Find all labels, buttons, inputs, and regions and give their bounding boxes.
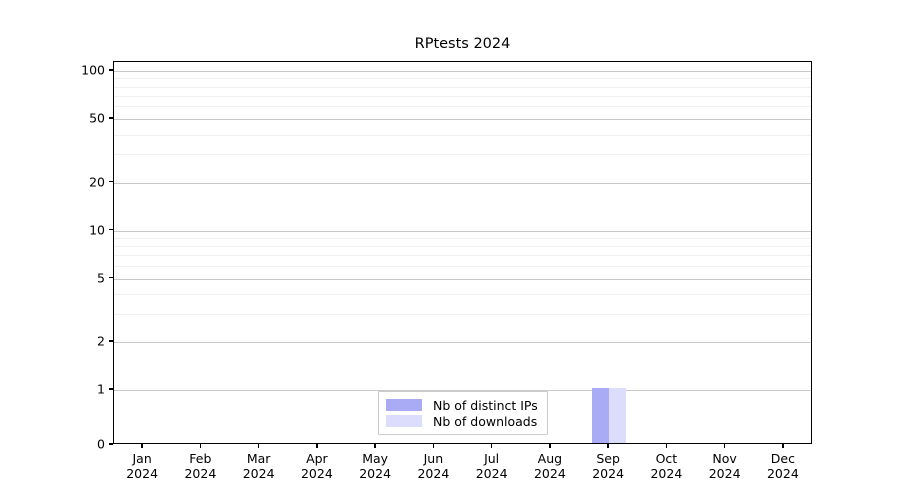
gridline-minor: [114, 86, 811, 88]
x-axis-tick-label: Aug 2024: [534, 451, 566, 481]
y-axis-tick-label: 10: [89, 222, 105, 237]
gridline-minor: [114, 294, 811, 295]
gridline-major: [114, 390, 811, 391]
legend-entry[interactable]: Nb of distinct IPs: [386, 397, 538, 413]
gridline-major: [114, 71, 811, 72]
x-axis-tick-label-line: 2024: [766, 466, 799, 481]
gridline-minor: [114, 134, 811, 136]
x-axis-tick-label-line: Feb: [189, 451, 212, 466]
x-axis-tick-label-line: Sep: [596, 451, 620, 466]
y-axis-tick-labels: 100 50 20 10 5 2 1 0: [62, 61, 105, 452]
y-axis-tick-label: 100: [81, 62, 105, 78]
x-axis-tick-label-line: Nov: [712, 451, 737, 466]
x-axis-tick-label-line: 2024: [475, 466, 508, 481]
x-axis-tick-mark: [607, 444, 609, 448]
x-axis-tick-label-line: 2024: [126, 466, 159, 481]
legend-entry[interactable]: Nb of downloads: [386, 413, 538, 429]
gridline-major: [114, 182, 811, 184]
y-axis-tick-label: 1: [97, 381, 105, 397]
y-axis-tick-mark: [109, 276, 113, 279]
x-axis-tick-label-line: Jan: [132, 451, 152, 466]
legend-swatch-icon: [386, 399, 422, 411]
x-axis-tick-mark: [490, 444, 493, 448]
x-axis-ticks: Jan 2024 Feb 2024 Mar 2024 Apr 2024 May 2024 Jun 20…: [113, 444, 812, 494]
gridline-minor: [114, 95, 811, 97]
x-axis-tick-label: Apr 2024: [301, 451, 333, 481]
x-axis-tick-label-line: 2024: [533, 466, 566, 481]
x-axis-tick-label-line: 2024: [242, 466, 275, 481]
x-axis-tick-label-line: 2024: [359, 466, 392, 481]
gridline-minor: [114, 265, 811, 267]
x-axis-tick-label: Jun 2024: [417, 451, 449, 481]
x-axis-tick-label-line: Jul: [484, 451, 500, 466]
y-axis-tick-marks: [109, 61, 113, 445]
gridline-minor: [114, 237, 811, 239]
x-axis-tick-label: May 2024: [359, 451, 391, 481]
gridline-minor: [114, 313, 811, 315]
y-axis-tick-label: 5: [97, 270, 105, 285]
legend-label: Nb of distinct IPs: [433, 397, 538, 413]
y-axis-tick-label: 20: [89, 174, 105, 189]
x-axis-tick-mark: [257, 444, 260, 448]
y-axis-tick-mark: [109, 180, 113, 183]
x-axis-tick-label: Jan 2024: [126, 451, 158, 481]
plot-area: [113, 61, 812, 444]
x-axis-tick-mark: [665, 444, 668, 448]
x-axis-tick-label-line: 2024: [708, 466, 741, 481]
gridline-major: [114, 230, 811, 232]
x-axis-tick-mark: [432, 444, 435, 448]
x-axis-tick-mark: [199, 444, 202, 448]
legend-swatch-icon: [386, 415, 422, 427]
x-axis-tick-label-line: Apr: [306, 451, 328, 466]
page-title: RPtests 2024: [414, 36, 511, 52]
legend-label: Nb of downloads: [433, 413, 538, 429]
gridline-major: [114, 119, 811, 120]
y-axis-tick-label: 2: [97, 333, 105, 349]
gridline-minor: [114, 246, 811, 247]
gridline-minor: [114, 78, 811, 80]
x-axis-tick-mark: [549, 444, 551, 448]
x-axis-tick-label: Dec 2024: [767, 451, 799, 481]
x-axis-tick-mark: [316, 444, 318, 448]
x-axis-tick-label: Jul 2024: [476, 451, 508, 481]
y-axis-tick-mark: [109, 388, 113, 390]
chart-legend[interactable]: Nb of distinct IPs Nb of downloads: [378, 391, 548, 435]
y-axis-tick-mark: [109, 69, 113, 71]
x-axis-tick-label-line: 2024: [184, 466, 217, 481]
x-axis-tick-label-line: Dec: [770, 451, 795, 466]
gridline-minor: [114, 154, 811, 156]
x-axis-tick-label-line: Mar: [246, 451, 271, 466]
x-axis-tick-mark: [782, 444, 784, 448]
x-axis-tick-label-line: Jun: [423, 451, 444, 466]
y-axis-tick-label: 0: [97, 436, 105, 452]
x-axis-tick-label-line: Aug: [537, 451, 563, 466]
gridline-minor: [114, 106, 811, 108]
x-axis-tick-label-line: 2024: [417, 466, 450, 481]
x-axis-tick-mark: [141, 444, 143, 448]
x-axis-tick-label: Feb 2024: [184, 451, 216, 481]
y-axis-tick-mark: [109, 443, 113, 445]
y-axis-tick-label: 50: [89, 110, 105, 126]
gridline-major: [114, 342, 811, 343]
x-axis-tick-label: Mar 2024: [243, 451, 275, 481]
gridline-minor: [114, 255, 811, 257]
x-axis-tick-label-line: May: [362, 451, 389, 466]
x-axis-tick-label: Sep 2024: [592, 451, 624, 481]
x-axis-tick-label-line: Oct: [655, 451, 678, 466]
bar: [609, 388, 626, 443]
x-axis-tick-mark: [374, 444, 376, 448]
x-axis-tick-label-line: 2024: [592, 466, 625, 481]
x-axis-tick-label-line: 2024: [650, 466, 683, 481]
x-axis-tick-label: Nov 2024: [709, 451, 741, 481]
x-axis-tick-label: Oct 2024: [650, 451, 682, 481]
bar: [592, 388, 610, 443]
y-axis-tick-mark: [109, 117, 113, 119]
y-axis-tick-mark: [109, 228, 113, 231]
y-axis-tick-mark: [109, 340, 113, 342]
x-axis-tick-mark: [723, 444, 726, 448]
gridline-major: [114, 278, 811, 280]
x-axis-tick-label-line: 2024: [300, 466, 333, 481]
